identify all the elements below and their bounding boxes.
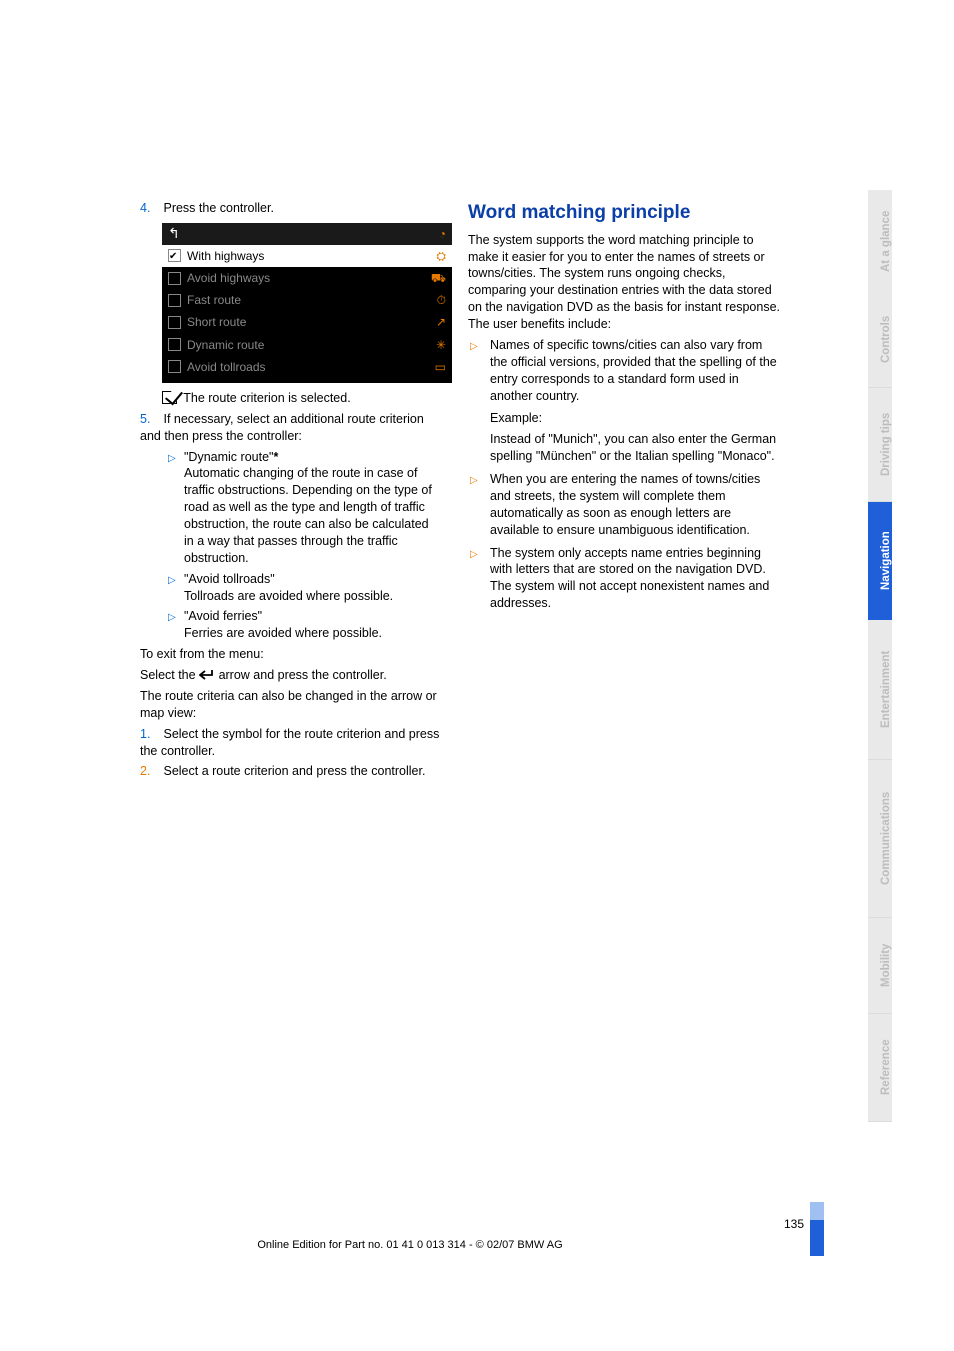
right-column: Word matching principle The system suppo…: [468, 200, 780, 784]
checkbox-icon: [168, 272, 181, 285]
view-step-2: 2. Select a route criterion and press th…: [140, 763, 440, 780]
tab-mobility[interactable]: Mobility: [868, 918, 892, 1014]
checkbox-icon: [168, 360, 181, 373]
tab-entertainment[interactable]: Entertainment: [868, 620, 892, 760]
option-ferries: ▷ "Avoid ferries" Ferries are avoided wh…: [140, 608, 440, 642]
benefit-2: ▷ When you are entering the names of tow…: [468, 471, 780, 539]
view-step-1: 1. Select the symbol for the route crite…: [140, 726, 440, 760]
benefit-3: ▷ The system only accepts name entries b…: [468, 545, 780, 613]
step-4-text: Press the controller.: [163, 201, 273, 215]
step-4: 4. Press the controller.: [140, 200, 440, 217]
checkbox-icon: [168, 316, 181, 329]
option-tollroads: ▷ "Avoid tollroads" Tollroads are avoide…: [140, 571, 440, 605]
checkbox-icon: [168, 338, 181, 351]
exit-menu-line: To exit from the menu:: [140, 646, 440, 663]
screenshot-row-icon: ⛭: [436, 248, 446, 264]
triangle-bullet-icon: ▷: [470, 340, 478, 354]
option-dynamic: ▷ "Dynamic route"* Automatic changing of…: [140, 449, 440, 567]
step-5-number: 5.: [140, 411, 160, 428]
checkbox-icon: [168, 249, 181, 262]
triangle-bullet-icon: ▷: [168, 611, 176, 625]
screenshot-row-icon: ✳: [436, 337, 446, 353]
screenshot-row-icon: ⛟: [431, 270, 446, 286]
footer-line: Online Edition for Part no. 01 41 0 013 …: [0, 1239, 820, 1251]
side-tab-strip: At a glance Controls Driving tips Naviga…: [868, 190, 892, 1200]
example-label: Example:: [490, 410, 780, 427]
checkbox-checked-icon: [162, 391, 177, 404]
example-body: Instead of "Munich", you can also enter …: [490, 431, 780, 465]
tab-reference[interactable]: Reference: [868, 1014, 892, 1122]
checkbox-icon: [168, 294, 181, 307]
triangle-bullet-icon: ▷: [168, 452, 176, 466]
view-step-1-number: 1.: [140, 726, 160, 743]
triangle-bullet-icon: ▷: [470, 474, 478, 488]
screenshot-row-icon: ↗: [436, 314, 446, 330]
screenshot-row-icon: ⏱: [437, 292, 446, 308]
return-arrow-icon: [199, 669, 215, 686]
step-5: 5. If necessary, select an additional ro…: [140, 411, 440, 445]
screenshot-row: Fast route ⏱: [162, 289, 452, 311]
route-criteria-change-line: The route criteria can also be changed i…: [140, 688, 440, 722]
screenshot-row: Dynamic route ✳: [162, 334, 452, 356]
step-5-text: If necessary, select an additional route…: [140, 412, 424, 443]
tab-at-a-glance[interactable]: At a glance: [868, 190, 892, 292]
triangle-bullet-icon: ▷: [168, 574, 176, 588]
step-4-number: 4.: [140, 200, 160, 217]
page-number: 135: [784, 1217, 804, 1231]
tab-navigation[interactable]: Navigation: [868, 502, 892, 620]
asterisk-icon: *: [273, 450, 278, 464]
tab-driving-tips[interactable]: Driving tips: [868, 388, 892, 502]
view-step-2-number: 2.: [140, 763, 160, 780]
benefit-1: ▷ Names of specific towns/cities can als…: [468, 337, 780, 465]
screenshot-row: Avoid highways ⛟: [162, 267, 452, 289]
screenshot-row: With highways ⛭: [162, 245, 452, 267]
screenshot-row-label: Avoid highways: [187, 270, 270, 286]
exit-select-line: Select the arrow and press the controlle…: [140, 667, 440, 684]
screenshot-row-label: Avoid tollroads: [187, 359, 266, 375]
screenshot-row-label: Fast route: [187, 292, 241, 308]
route-criteria-screenshot: ↰ ◔ With highways ⛭ Avoid highways ⛟ Fast ro…: [162, 223, 452, 383]
screenshot-header: ↰ ◔: [162, 223, 452, 245]
word-matching-intro: The system supports the word matching pr…: [468, 232, 780, 333]
screenshot-row: Short route ↗: [162, 311, 452, 333]
word-matching-heading: Word matching principle: [468, 200, 780, 226]
screenshot-row: Avoid tollroads ▭: [162, 356, 452, 378]
tab-controls[interactable]: Controls: [868, 292, 892, 388]
left-column: 4. Press the controller. ↰ ◔ With highwa…: [140, 200, 440, 784]
criterion-selected-line: The route criterion is selected.: [140, 389, 440, 407]
screenshot-row-label: Dynamic route: [187, 337, 264, 353]
screenshot-row-label: Short route: [187, 314, 246, 330]
clock-icon: ◔: [439, 226, 446, 242]
screenshot-row-label: With highways: [187, 248, 264, 264]
back-arrow-icon: ↰: [168, 224, 180, 243]
tab-communications[interactable]: Communications: [868, 760, 892, 918]
screenshot-row-icon: ▭: [435, 359, 446, 375]
triangle-bullet-icon: ▷: [470, 548, 478, 562]
